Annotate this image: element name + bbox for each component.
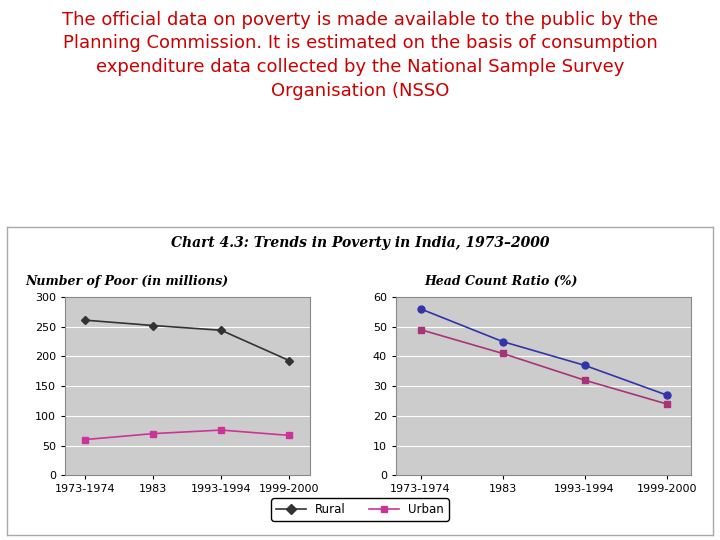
- Text: Head Count Ratio (%): Head Count Ratio (%): [424, 275, 578, 288]
- Legend: Rural, Urban: Rural, Urban: [271, 498, 449, 521]
- Text: Number of Poor (in millions): Number of Poor (in millions): [26, 275, 229, 288]
- Text: The official data on poverty is made available to the public by the
Planning Com: The official data on poverty is made ava…: [62, 11, 658, 99]
- Text: Chart 4.3: Trends in Poverty in India, 1973–2000: Chart 4.3: Trends in Poverty in India, 1…: [171, 236, 549, 250]
